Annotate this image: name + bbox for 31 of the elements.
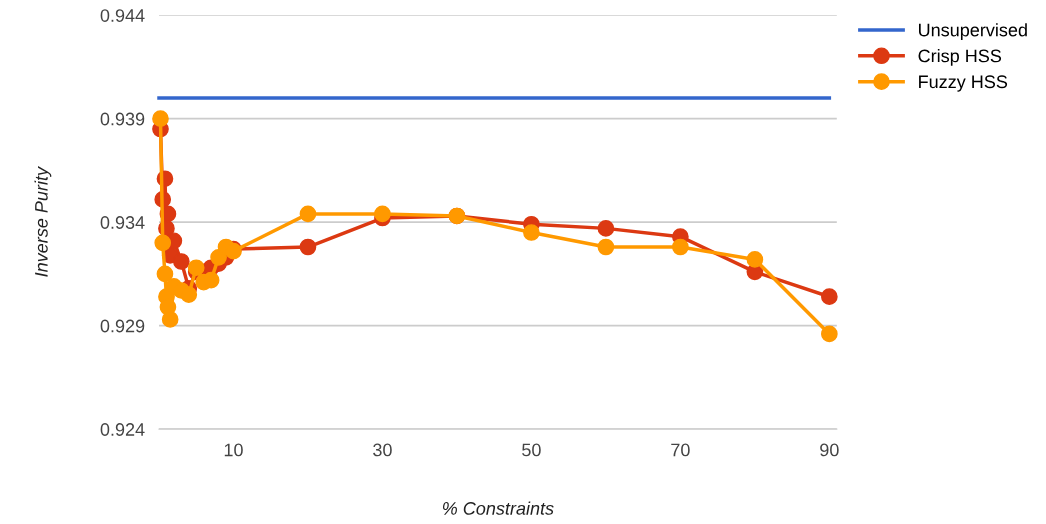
point: [156, 265, 174, 283]
x-tick-label: 30: [373, 443, 392, 457]
legend-label: Fuzzy HSS: [919, 75, 1008, 92]
y-tick-label: 0.924: [100, 423, 145, 436]
x-tick-label: 70: [671, 443, 690, 457]
point: [523, 224, 540, 241]
y-axis-title: Inverse Purity: [34, 166, 52, 277]
point: [180, 286, 198, 303]
point: [299, 205, 317, 223]
point: [299, 238, 317, 256]
point: [597, 238, 615, 256]
legend-label: Crisp HSS: [918, 49, 1002, 66]
point: [746, 251, 764, 268]
y-tick-label: 0.944: [100, 9, 145, 22]
point: [161, 311, 179, 328]
point: [672, 238, 689, 256]
legend-label: Unsupervised: [919, 23, 1027, 40]
point: [173, 253, 190, 270]
x-axis-title: % Constraints: [442, 501, 554, 515]
point: [821, 325, 838, 343]
point: [154, 234, 172, 252]
point: [597, 220, 615, 237]
point: [374, 205, 391, 223]
point: [152, 110, 169, 128]
point: [821, 288, 838, 306]
x-tick-label: 10: [224, 443, 243, 457]
y-tick-label: 0.929: [100, 319, 145, 333]
y-tick-label: 0.934: [100, 216, 145, 229]
x-tick-label: 90: [820, 443, 839, 457]
y-tick-label: 0.939: [100, 112, 145, 126]
x-tick-label: 50: [522, 443, 541, 457]
